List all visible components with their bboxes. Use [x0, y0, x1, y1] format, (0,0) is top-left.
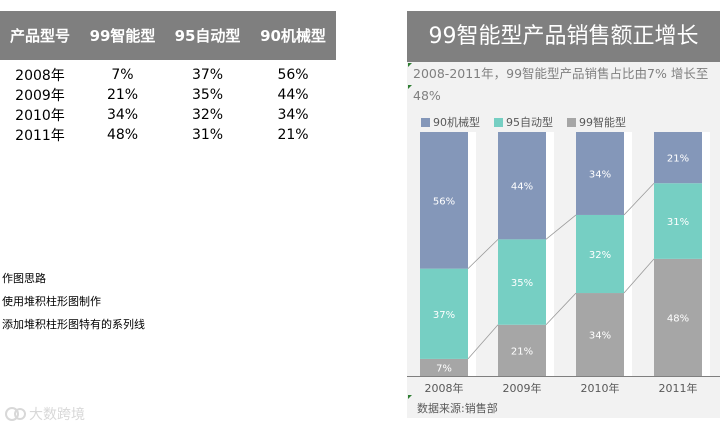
table-row: 2009年 21% 35% 44%: [0, 85, 336, 105]
series-line: [623, 182, 655, 216]
chart-panel: 99智能型产品销售额正增长 2008-2011年，99智能型产品销售占比由7% …: [407, 11, 720, 418]
legend-label: 95自动型: [506, 116, 553, 129]
table-cell: 2008年: [15, 68, 65, 84]
legend-label: 90机械型: [433, 116, 480, 129]
chart-legend: 90机械型 95自动型 99智能型: [421, 114, 626, 130]
series-line: [467, 324, 499, 360]
watermark-text: 大数跨境: [29, 407, 85, 423]
corner-marker: [408, 63, 412, 67]
legend-label: 99智能型: [579, 116, 626, 129]
bar-segment: [498, 132, 546, 240]
bar-segment: [576, 214, 624, 294]
note-line: 作图思路: [2, 272, 46, 285]
legend-swatch: [421, 117, 430, 127]
data-label: 21%: [511, 346, 533, 357]
table-cell: 21%: [277, 127, 309, 143]
chart-title: 99智能型产品销售额正增长: [407, 11, 720, 62]
header-cell: 95自动型: [174, 27, 241, 45]
corner-marker: [408, 85, 412, 89]
bar-segment: [576, 293, 624, 376]
legend-swatch: [494, 117, 503, 127]
data-label: 32%: [589, 250, 611, 261]
bar-segment: [654, 183, 702, 259]
chart-source: 数据来源:销售部: [417, 402, 498, 415]
legend-item: 95自动型: [494, 114, 553, 130]
table-cell: 35%: [191, 87, 224, 103]
table-cell: 44%: [277, 87, 309, 103]
table-row: 2008年 7% 37% 56%: [0, 65, 336, 85]
data-label: 48%: [667, 313, 689, 324]
table-cell: 34%: [106, 107, 139, 123]
legend-swatch: [567, 117, 576, 127]
data-label: 31%: [667, 217, 689, 228]
bar-segment: [420, 268, 468, 359]
table-cell: 2011年: [15, 128, 65, 144]
data-label: 37%: [433, 310, 455, 321]
x-tick-label: 2011年: [659, 381, 698, 395]
table-cell: 21%: [106, 87, 139, 103]
series-line: [545, 292, 577, 326]
bar-segment: [654, 258, 702, 376]
header-cell: 90机械型: [260, 27, 326, 45]
table-cell: 2010年: [15, 108, 65, 124]
table-cell: 37%: [191, 67, 224, 83]
x-tick-label: 2009年: [503, 381, 542, 395]
legend-item: 90机械型: [421, 114, 480, 130]
table-cell: 2009年: [15, 88, 65, 104]
bar-segment: [498, 239, 546, 325]
note-line: 使用堆积柱形图制作: [2, 295, 101, 308]
corner-marker: [408, 395, 412, 399]
data-label: 7%: [436, 363, 452, 374]
note-line: 添加堆积柱形图特有的系列线: [2, 318, 145, 331]
table-cell: 56%: [277, 67, 309, 83]
chart-subtitle: 2008-2011年，99智能型产品销售占比由7% 增长至48%: [413, 66, 709, 103]
data-label: 44%: [511, 182, 533, 193]
watermark-logo-icon: [5, 407, 26, 421]
x-tick-label: 2008年: [425, 381, 464, 395]
bar-segment: [498, 324, 546, 376]
table-header: 产品型号 99智能型 95自动型 90机械型: [0, 11, 336, 60]
data-table: 产品型号 99智能型 95自动型 90机械型 2008年 7% 37% 56% …: [0, 11, 336, 145]
data-label: 56%: [433, 196, 455, 207]
series-line: [545, 214, 577, 240]
header-cell: 99智能型: [89, 27, 156, 45]
watermark: 大数跨境: [5, 404, 85, 424]
data-label: 35%: [511, 278, 533, 289]
series-line: [623, 258, 655, 294]
table-row: 2011年 48% 31% 21%: [0, 125, 336, 145]
data-label: 21%: [667, 154, 689, 165]
chart-plot: 7% 37% 56% 2008年 21% 35% 44% 2009年 34% 32% 34% 2010…: [407, 132, 720, 395]
data-label: 34%: [589, 331, 611, 342]
table-cell: 31%: [191, 127, 224, 143]
table-cell: 32%: [191, 107, 224, 123]
data-label: 34%: [589, 169, 611, 180]
table-row: 2010年 34% 32% 34%: [0, 105, 336, 125]
x-tick-label: 2010年: [581, 381, 620, 395]
header-cell: 产品型号: [9, 27, 70, 45]
series-line: [467, 239, 499, 269]
bar-segment: [420, 132, 468, 269]
table-cell: 48%: [106, 127, 139, 143]
notes: 作图思路 使用堆积柱形图制作 添加堆积柱形图特有的系列线: [2, 267, 145, 336]
table-cell: 34%: [277, 107, 309, 123]
bar-segment: [576, 132, 624, 215]
bar-segment: [654, 132, 702, 184]
legend-item: 99智能型: [567, 114, 626, 130]
table-cell: 7%: [111, 67, 134, 83]
bar-segment: [420, 358, 468, 376]
